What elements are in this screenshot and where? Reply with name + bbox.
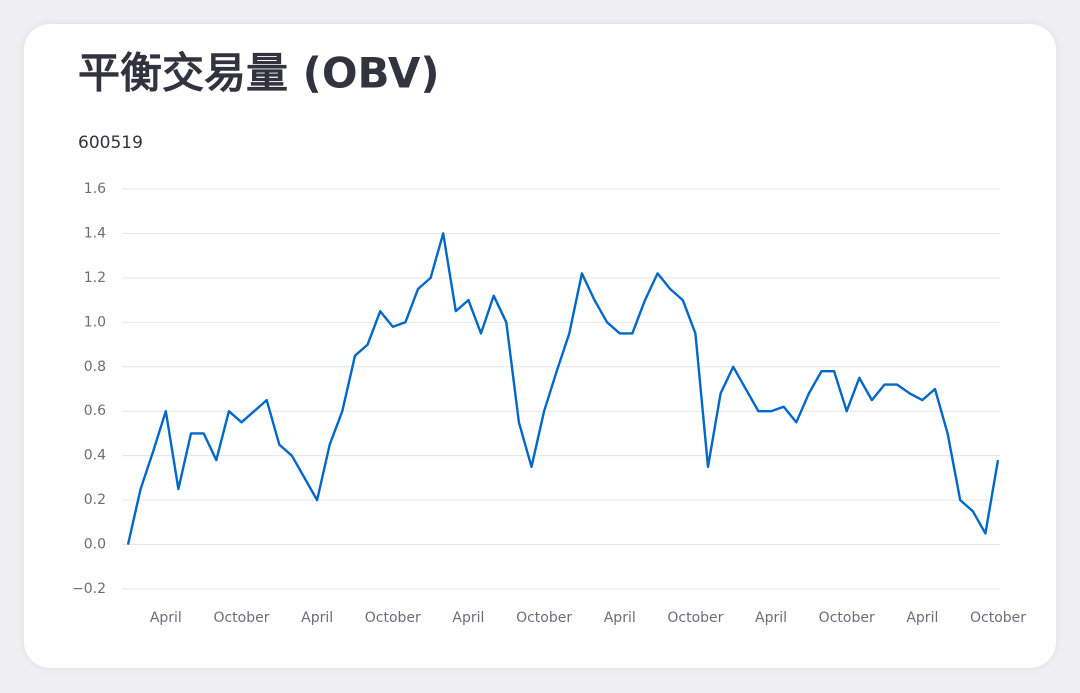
y-tick-label: 0.0	[84, 537, 106, 553]
chart-title: 平衡交易量 (OBV)	[78, 49, 440, 98]
x-tick-label: October	[970, 610, 1026, 626]
data-line	[126, 232, 1000, 545]
x-tick-label: April	[150, 610, 182, 626]
y-tick-label: 0.8	[84, 359, 106, 375]
x-tick-label: April	[906, 610, 938, 626]
x-tick-label: April	[604, 610, 636, 626]
y-tick-label: 1.0	[84, 314, 106, 330]
y-tick-label: 0.6	[84, 403, 106, 419]
card	[24, 24, 1056, 668]
x-tick-label: April	[301, 610, 333, 626]
chart-subtitle: 600519	[78, 133, 143, 153]
x-tick-label: October	[213, 610, 269, 626]
y-tick-label: 1.2	[84, 270, 106, 286]
y-tick-label: 1.6	[84, 181, 106, 197]
y-tick-label: 0.4	[84, 448, 106, 464]
y-tick-label: 1.4	[84, 225, 106, 241]
y-tick-label: −0.2	[72, 581, 106, 597]
x-tick-label: October	[365, 610, 421, 626]
x-tick-label: October	[819, 610, 875, 626]
x-tick-label: October	[667, 610, 723, 626]
y-tick-label: 0.2	[84, 492, 106, 508]
x-tick-label: October	[516, 610, 572, 626]
x-tick-label: April	[755, 610, 787, 626]
x-tick-label: April	[452, 610, 484, 626]
